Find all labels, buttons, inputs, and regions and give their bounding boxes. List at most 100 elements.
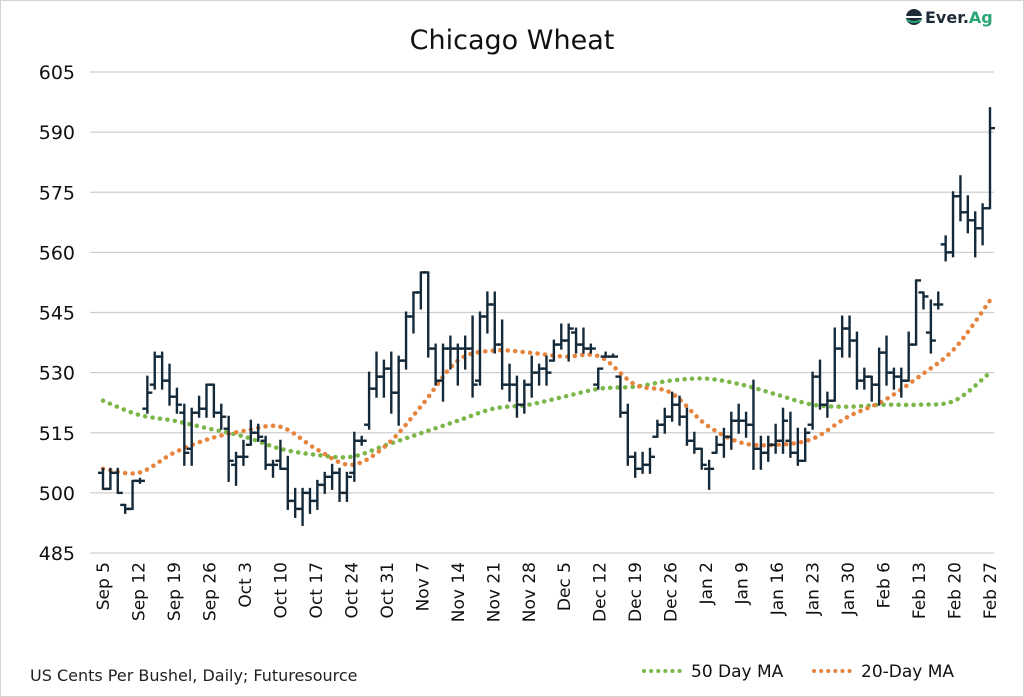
ohlc-bar (341, 471, 352, 502)
ohlc-bars (98, 107, 995, 526)
logo-text: Ever.Ag (925, 8, 993, 27)
ohlc-bar (911, 279, 922, 346)
ohlc-bar (460, 335, 471, 370)
ohlc-bar (319, 471, 330, 494)
y-tick-label: 515 (39, 423, 75, 445)
x-tick-label: Nov 28 (520, 562, 540, 622)
ohlc-bar (652, 419, 663, 438)
ohlc-bar (356, 435, 367, 446)
y-tick-label: 605 (39, 62, 75, 84)
ohlc-bar (467, 315, 478, 398)
ohlc-bar (445, 335, 456, 370)
x-tick-label: Feb 13 (910, 562, 930, 619)
ohlc-bar (785, 411, 796, 458)
ohlc-bar (814, 359, 825, 410)
ohlc-bar (571, 327, 582, 354)
ohlc-bar (918, 291, 929, 310)
ohlc-bar (504, 363, 515, 402)
x-tick-label: Feb 20 (946, 562, 966, 619)
ohlc-bar (933, 291, 944, 310)
ohlc-bar (364, 371, 375, 430)
x-axis-ticks: Sep 5 Sep 12 Sep 19 Sep 26 Oct 3 Oct 10 Oct 17… (94, 562, 1001, 622)
ohlc-bar (511, 375, 522, 418)
ohlc-bar (962, 195, 973, 234)
ohlc-bar (800, 427, 811, 463)
ohlc-bar (541, 355, 552, 386)
ohlc-bar (401, 311, 412, 370)
ohlc-bar (334, 467, 345, 502)
ohlc-bar (548, 339, 559, 362)
x-tick-label: Dec 19 (626, 562, 646, 622)
y-tick-label: 485 (39, 543, 75, 565)
y-tick-label: 500 (39, 483, 75, 505)
ever-ag-logo: Ever.Ag (906, 8, 993, 27)
ohlc-bar (763, 435, 774, 462)
ohlc-bar (807, 371, 818, 430)
ohlc-bar (659, 407, 670, 434)
ever-ag-leaf-icon (906, 9, 922, 25)
x-tick-label: Sep 12 (129, 562, 149, 621)
ohlc-bar (704, 459, 715, 490)
x-tick-label: Jan 16 (768, 562, 788, 616)
ohlc-bar (689, 431, 700, 454)
x-tick-label: Jan 2 (697, 562, 717, 605)
ohlc-bar (977, 203, 988, 246)
y-tick-label: 590 (39, 122, 75, 144)
ohlc-bar (142, 375, 153, 414)
ohlc-bar (829, 327, 840, 402)
ohlc-bar (844, 315, 855, 358)
ohlc-bar (253, 423, 264, 442)
ohlc-bar (637, 451, 648, 474)
x-tick-label: Nov 21 (484, 562, 504, 622)
ohlc-bar (874, 347, 885, 406)
ohlc-bar (98, 467, 108, 491)
ohlc-bar (940, 235, 951, 262)
ohlc-bar (778, 407, 789, 454)
ohlc-bar (378, 359, 389, 398)
x-tick-label: Nov 14 (449, 562, 469, 622)
legend-label-50-day-ma: 50 Day MA (691, 662, 784, 682)
ohlc-bar (268, 459, 279, 478)
x-tick-label: Oct 3 (236, 562, 256, 608)
ohlc-bar (415, 271, 426, 310)
ohlc-bar (866, 375, 877, 402)
ohlc-bar (955, 175, 966, 222)
ohlc-bar (105, 467, 116, 491)
x-tick-label: Feb 27 (981, 562, 1001, 619)
ohlc-bar (881, 335, 892, 386)
ohlc-bar (238, 439, 249, 466)
ohlc-bar (696, 447, 707, 470)
ohlc-bar (837, 315, 848, 358)
ma-line-50-day (100, 370, 993, 460)
ohlc-bar (534, 363, 545, 386)
x-tick-label: Nov 7 (413, 562, 433, 611)
x-tick-label: Oct 10 (271, 562, 291, 618)
ohlc-bar (112, 467, 123, 495)
ohlc-bar (585, 343, 596, 354)
x-tick-label: Sep 26 (200, 562, 220, 621)
x-tick-label: Jan 23 (804, 562, 824, 616)
ohlc-bar (948, 191, 959, 258)
x-tick-label: Dec 26 (662, 562, 682, 622)
ohlc-bar (179, 403, 190, 466)
x-tick-label: Dec 5 (555, 562, 575, 611)
ohlc-bar (970, 211, 981, 258)
ohlc-bar (474, 311, 485, 386)
ohlc-bar (770, 423, 781, 454)
ohlc-bar (157, 351, 168, 390)
y-tick-label: 545 (39, 303, 75, 325)
ohlc-bar (859, 367, 870, 390)
x-tick-label: Jan 30 (839, 562, 859, 616)
ohlc-bar (630, 451, 641, 478)
ohlc-bar (903, 331, 914, 382)
ohlc-bar (888, 367, 899, 390)
ohlc-bar (925, 299, 936, 354)
ohlc-bar (327, 463, 338, 490)
ohlc-bar (164, 363, 175, 406)
ohlc-bar (371, 351, 382, 398)
ohlc-bar (556, 323, 567, 350)
ohlc-bar (748, 379, 759, 470)
x-tick-label: Oct 24 (342, 562, 362, 618)
